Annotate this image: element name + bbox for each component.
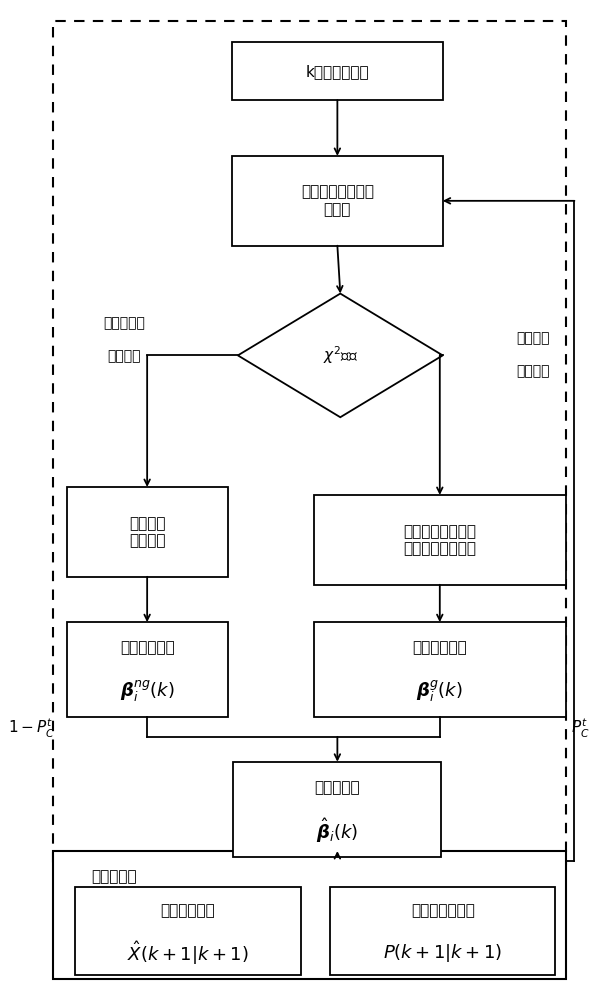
Text: 存在拖引: 存在拖引 [516,331,550,345]
Bar [314,495,565,585]
Text: 考虑所有
候选回波: 考虑所有 候选回波 [129,516,165,548]
Text: k时刻所有量测: k时刻所有量测 [306,64,369,79]
Bar [54,21,565,864]
Text: 只考虑同一角度置
信区间的候选回波: 只考虑同一角度置 信区间的候选回波 [403,524,476,556]
Text: 落入相关波门的候
选回波: 落入相关波门的候 选回波 [301,185,374,217]
Bar [75,887,301,975]
Text: 卡尔曼滤波: 卡尔曼滤波 [92,869,137,884]
Bar [330,887,555,975]
Bar [54,851,565,979]
Bar [314,622,565,717]
Text: $P(k+1|k+1)$: $P(k+1|k+1)$ [383,942,502,964]
Text: 状态更新方程: 状态更新方程 [161,903,215,918]
Bar [67,622,227,717]
Text: $\boldsymbol{\beta}_i^{ng}(k)$: $\boldsymbol{\beta}_i^{ng}(k)$ [120,679,174,704]
Text: $\hat{\boldsymbol{\beta}}_i(k)$: $\hat{\boldsymbol{\beta}}_i(k)$ [316,817,359,845]
Text: $1-P_C^t$: $1-P_C^t$ [8,717,55,740]
Text: 计算互联概率: 计算互联概率 [412,640,467,655]
Text: 计算互联概率: 计算互联概率 [120,640,174,655]
Bar [232,42,443,100]
Bar [233,762,441,857]
Text: 欺骗干扰: 欺骗干扰 [107,349,140,363]
Text: $\chi^2$检验: $\chi^2$检验 [323,345,358,366]
Text: 全概率加权: 全概率加权 [314,780,360,795]
Bar [67,487,227,577]
Text: $\boldsymbol{\beta}_i^{g}(k)$: $\boldsymbol{\beta}_i^{g}(k)$ [416,679,463,704]
Text: 欺骗干扰: 欺骗干扰 [516,364,550,378]
Text: 协方差更新方程: 协方差更新方程 [411,903,475,918]
Text: $\hat{X}(k+1|k+1)$: $\hat{X}(k+1|k+1)$ [127,939,249,967]
Text: $P_C^t$: $P_C^t$ [572,717,590,740]
Polygon shape [238,294,443,417]
Bar [232,156,443,246]
Text: 不存在拖引: 不存在拖引 [103,316,145,330]
